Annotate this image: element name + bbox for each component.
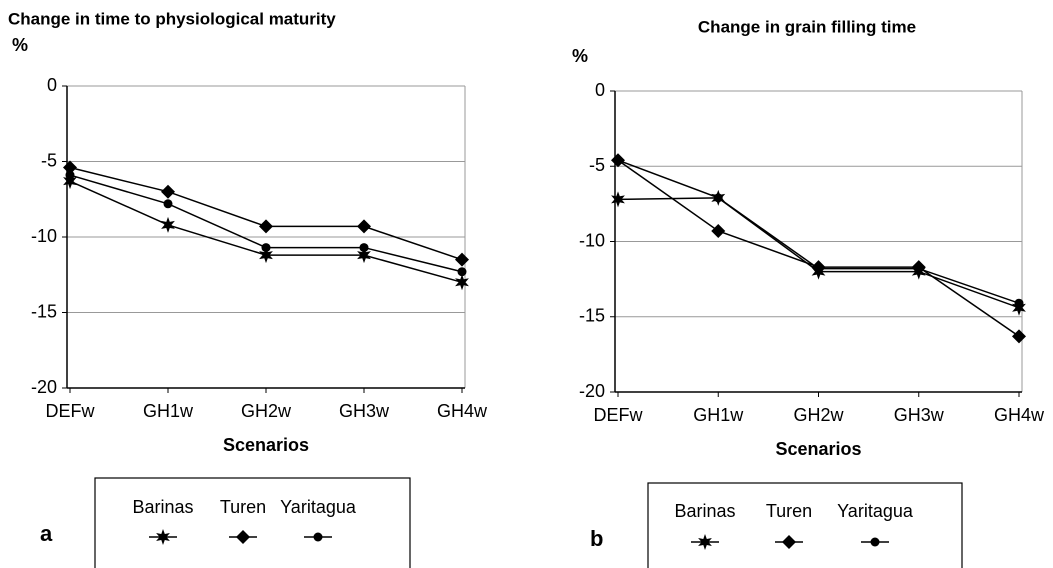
y-tick-label: -10: [579, 230, 605, 250]
x-tick-label: GH4w: [437, 401, 488, 421]
data-point: [63, 173, 77, 190]
data-point: [455, 252, 469, 267]
y-tick-label: -20: [579, 381, 605, 401]
panel-label: b: [590, 526, 603, 551]
series-line: [617, 159, 1020, 337]
legend-marker: [236, 530, 250, 544]
legend-box: [94, 477, 411, 568]
data-point: [259, 247, 273, 264]
data-point: [357, 219, 371, 234]
chart-title: Change in grain filling time: [698, 17, 916, 36]
legend-marker: [313, 532, 323, 542]
data-point: [914, 264, 924, 274]
data-point: [359, 243, 369, 253]
legend-label: Turen: [220, 497, 266, 517]
legend-label: Turen: [766, 501, 812, 521]
legend-box: [647, 482, 963, 568]
x-axis-label: Scenarios: [775, 439, 861, 459]
legend-marker: [870, 537, 880, 547]
x-tick-label: GH3w: [894, 405, 945, 425]
legend-label: Barinas: [674, 501, 735, 521]
data-point: [63, 160, 77, 175]
data-point: [455, 274, 469, 291]
data-point: [613, 155, 623, 165]
x-tick-label: GH4w: [994, 405, 1045, 425]
data-point: [713, 193, 723, 203]
y-tick-label: -10: [31, 226, 57, 246]
y-tick-label: 0: [595, 80, 605, 100]
data-point: [457, 267, 467, 277]
data-point: [1012, 329, 1026, 344]
data-point: [259, 219, 273, 234]
y-tick-label: -15: [31, 301, 57, 321]
x-tick-label: DEFw: [594, 405, 644, 425]
y-axis-label: %: [572, 46, 588, 66]
y-tick-label: 0: [47, 75, 57, 95]
data-point: [261, 243, 271, 253]
y-tick-label: -5: [41, 150, 57, 170]
x-tick-label: GH1w: [143, 401, 194, 421]
x-tick-label: DEFw: [46, 401, 96, 421]
y-axis-label: %: [12, 35, 28, 55]
legend-label: Yaritagua: [837, 501, 914, 521]
legend-marker: [782, 535, 796, 549]
x-axis-label: Scenarios: [223, 435, 309, 455]
data-point: [814, 264, 823, 274]
x-tick-label: GH2w: [793, 405, 844, 425]
data-point: [1014, 298, 1024, 308]
legend-label: Barinas: [132, 497, 193, 517]
data-point: [711, 223, 726, 238]
x-tick-label: GH3w: [339, 401, 390, 421]
data-point: [357, 247, 371, 264]
legend-marker: [156, 529, 170, 545]
legend-label: Yaritagua: [280, 497, 357, 517]
data-point: [161, 184, 175, 199]
data-point: [163, 199, 173, 209]
series-line: [617, 159, 1020, 304]
x-tick-label: GH1w: [693, 405, 744, 425]
series-line: [617, 197, 1020, 309]
y-tick-label: -5: [589, 155, 605, 175]
y-tick-label: -20: [31, 377, 57, 397]
data-point: [65, 170, 75, 180]
y-tick-label: -15: [579, 306, 605, 326]
data-point: [161, 216, 175, 233]
panel-label: a: [40, 521, 53, 546]
legend-marker: [698, 534, 712, 550]
data-point: [611, 191, 625, 208]
chart-title: Change in time to physiological maturity: [8, 9, 336, 28]
x-tick-label: GH2w: [241, 401, 292, 421]
